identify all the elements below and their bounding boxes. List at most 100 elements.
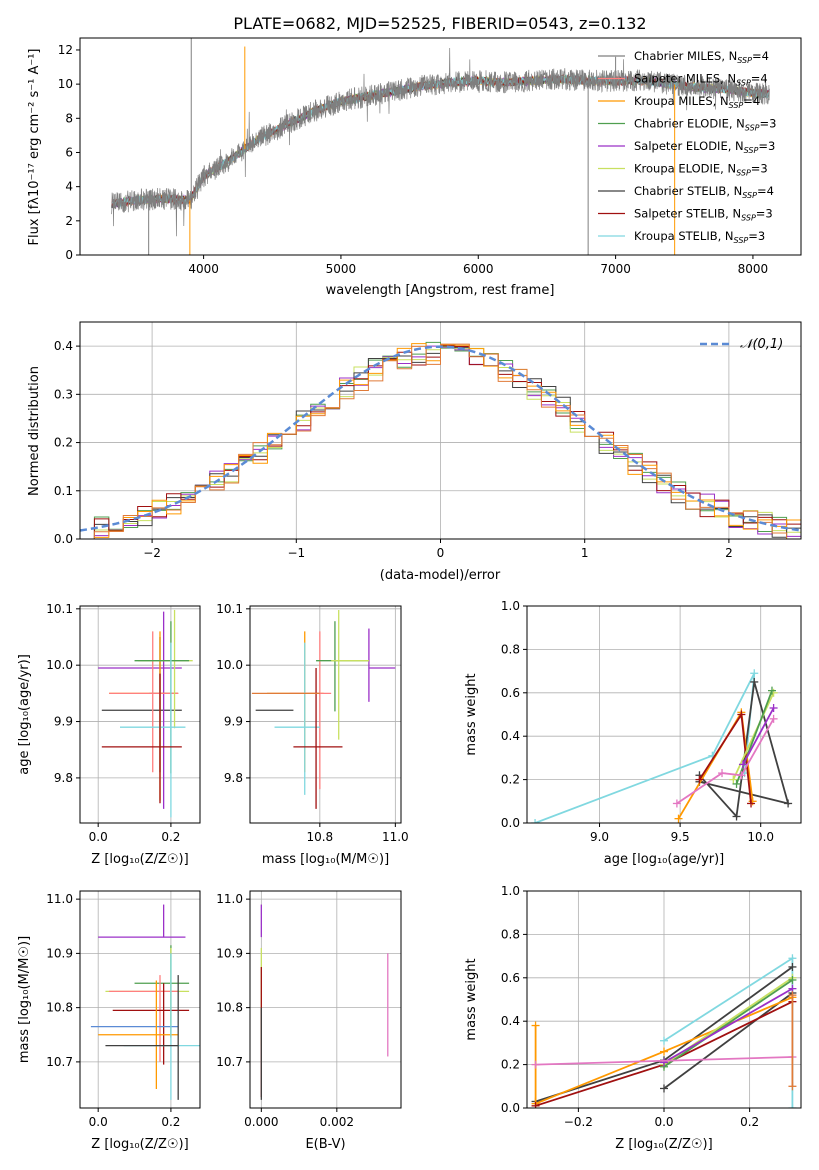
x-tick-label: 11.0 <box>382 830 409 844</box>
x-tick-label: 0.000 <box>244 1115 278 1129</box>
mass_weight_vs_age-xlabel: age [log₁₀(age/yr)] <box>604 852 725 867</box>
age_vs_z-frame <box>79 605 201 824</box>
y-tick-label: 0.2 <box>501 1058 520 1072</box>
y-tick-label: 10.9 <box>216 946 243 960</box>
y-tick-label: 10.9 <box>46 946 73 960</box>
x-tick-label: 2 <box>725 546 733 560</box>
mass_vs_ebv-xlabel: E(B-V) <box>305 1137 345 1152</box>
histogram-panel: −2 −1 0 1 2 0.0 0.1 0.2 0.3 0.4 𝒩(0,1) (data-mode… <box>27 321 802 583</box>
weight-line <box>663 979 793 1068</box>
histogram-ylabel: Normed distribution <box>27 366 42 496</box>
spectrum-panel: 4000 5000 6000 7000 8000 0 2 4 6 8 10 12 Chabrier M… <box>27 37 802 298</box>
x-tick-label: 0.2 <box>740 1115 759 1129</box>
y-tick-label: 0.6 <box>501 971 520 985</box>
x-tick-label: 0.002 <box>320 1115 354 1129</box>
mass_weight_vs_z-xlabel: Z [log₁₀(Z/Z☉)] <box>615 1137 712 1152</box>
mass_vs_z-panel: 0.0 0.2 10.7 10.8 10.9 11.0 Z [log₁₀(Z/Z☉)] mas… <box>17 890 201 1152</box>
age_vs_mass-panel: 10.8 11.0 9.8 9.9 10.0 10.1 mass [log₁₀(M/M☉)] <box>216 602 408 867</box>
legend-label: Chabrier MILES, NSSP=4 <box>634 49 769 65</box>
normal-legend-label: 𝒩(0,1) <box>740 337 783 352</box>
mass_weight_vs_age-ylabel: mass weight <box>464 673 479 755</box>
x-tick-label: 8000 <box>738 262 769 276</box>
weight-line <box>698 681 790 819</box>
mass_weight_vs_age-frame <box>526 605 802 824</box>
mass_vs_z-frame <box>79 890 201 1109</box>
histogram-xlabel: (data-model)/error <box>380 568 501 583</box>
histogram-plot-area <box>80 341 801 539</box>
age_vs_z-panel: 0.0 0.2 9.8 9.9 10.0 10.1 Z [log₁₀(Z/Z☉)] age [… <box>17 602 201 867</box>
y-tick-label: 11.0 <box>216 892 243 906</box>
mass_vs_ebv-frame <box>249 890 402 1109</box>
x-tick-label: 1 <box>581 546 589 560</box>
mass_weight_vs_age-panel: 9.0 9.5 10.0 0.0 0.2 0.4 0.6 0.8 1.0 age [log₁₀(a… <box>464 599 802 867</box>
y-tick-label: 4 <box>65 180 73 194</box>
spectrum-legend: Chabrier MILES, NSSP=4 Salpeter MILES, NS… <box>598 49 776 245</box>
data-spectrum-line <box>111 47 770 237</box>
age_vs_mass-marks <box>251 609 396 809</box>
small-panels: 0.0 0.2 9.8 9.9 10.0 10.1 Z [log₁₀(Z/Z☉)] age [… <box>17 599 802 1152</box>
weight-line <box>742 707 775 765</box>
y-tick-label: 0.4 <box>501 1014 520 1028</box>
y-tick-label: 0.8 <box>501 927 520 941</box>
y-tick-label: 9.9 <box>224 715 243 729</box>
weight-line <box>735 690 773 785</box>
y-tick-label: 0.2 <box>501 773 520 787</box>
y-tick-label: 0.1 <box>54 484 73 498</box>
y-tick-label: 0.4 <box>54 339 73 353</box>
x-tick-label: 0.0 <box>89 1115 108 1129</box>
histogram-ticks: −2 −1 0 1 2 0.0 0.1 0.2 0.3 0.4 <box>54 339 733 560</box>
y-tick-label: 12 <box>58 43 73 57</box>
normal-curve <box>80 345 801 532</box>
y-tick-label: 9.9 <box>54 715 73 729</box>
x-tick-label: 4000 <box>188 262 219 276</box>
x-tick-label: 10.8 <box>306 830 333 844</box>
age_vs_z-xlabel: Z [log₁₀(Z/Z☉)] <box>91 852 188 867</box>
age_vs_mass-frame <box>249 605 402 824</box>
figure-title: PLATE=0682, MJD=52525, FIBERID=0543, z=0… <box>233 14 646 33</box>
age_vs_mass-xlabel: mass [log₁₀(M/M☉)] <box>262 852 389 867</box>
x-tick-label: 9.5 <box>671 830 690 844</box>
y-tick-label: 2 <box>65 214 73 228</box>
legend-label: Kroupa STELIB, NSSP=3 <box>634 229 765 245</box>
mass_vs_z-xlabel: Z [log₁₀(Z/Z☉)] <box>91 1137 188 1152</box>
x-tick-label: 0.0 <box>654 1115 673 1129</box>
spectrum-plot-area <box>111 38 770 255</box>
y-tick-label: 0.3 <box>54 387 73 401</box>
x-tick-label: 9.0 <box>590 830 609 844</box>
legend-label: Chabrier STELIB, NSSP=4 <box>634 184 774 200</box>
y-tick-label: 10.1 <box>216 602 243 616</box>
x-tick-label: 0.0 <box>89 830 108 844</box>
mass_vs_ebv-panel: 0.000 0.002 10.7 10.8 10.9 11.0 E(B-V) <box>216 890 402 1152</box>
x-tick-label: −2 <box>143 546 161 560</box>
y-tick-label: 0.0 <box>54 532 73 546</box>
x-tick-label: −0.2 <box>564 1115 593 1129</box>
y-tick-label: 10.0 <box>46 658 73 672</box>
x-tick-label: 0 <box>437 546 445 560</box>
mass_weight_vs_age-marks <box>531 669 793 823</box>
y-tick-label: 10.8 <box>216 1001 243 1015</box>
y-tick-label: 10.8 <box>46 1001 73 1015</box>
x-tick-label: 10.0 <box>747 830 774 844</box>
x-tick-label: −1 <box>287 546 305 560</box>
mass_weight_vs_z-marks <box>531 954 797 1108</box>
y-tick-label: 10 <box>58 77 73 91</box>
y-tick-label: 8 <box>65 111 73 125</box>
weight-line <box>535 1056 793 1066</box>
mass_weight_vs_z-ylabel: mass weight <box>464 958 479 1040</box>
legend-label: Chabrier ELODIE, NSSP=3 <box>634 117 776 133</box>
age_vs_z-ylabel: age [log₁₀(age/yr)] <box>17 654 32 775</box>
y-tick-label: 9.8 <box>224 771 243 785</box>
legend-label: Salpeter ELODIE, NSSP=3 <box>634 139 775 155</box>
legend-label: Salpeter STELIB, NSSP=3 <box>634 207 773 223</box>
y-tick-label: 0.0 <box>501 816 520 830</box>
x-tick-label: 5000 <box>326 262 357 276</box>
legend-label: Kroupa MILES, NSSP=4 <box>634 94 760 110</box>
spectrum-ylabel: Flux [fλ10⁻¹⁷ erg cm⁻² s⁻¹ A⁻¹] <box>27 49 42 246</box>
y-tick-label: 10.7 <box>46 1055 73 1069</box>
weight-line <box>663 992 793 1090</box>
y-tick-label: 0.2 <box>54 436 73 450</box>
y-tick-label: 0 <box>65 248 73 262</box>
x-tick-label: 0.2 <box>161 830 180 844</box>
y-tick-label: 0.4 <box>501 729 520 743</box>
